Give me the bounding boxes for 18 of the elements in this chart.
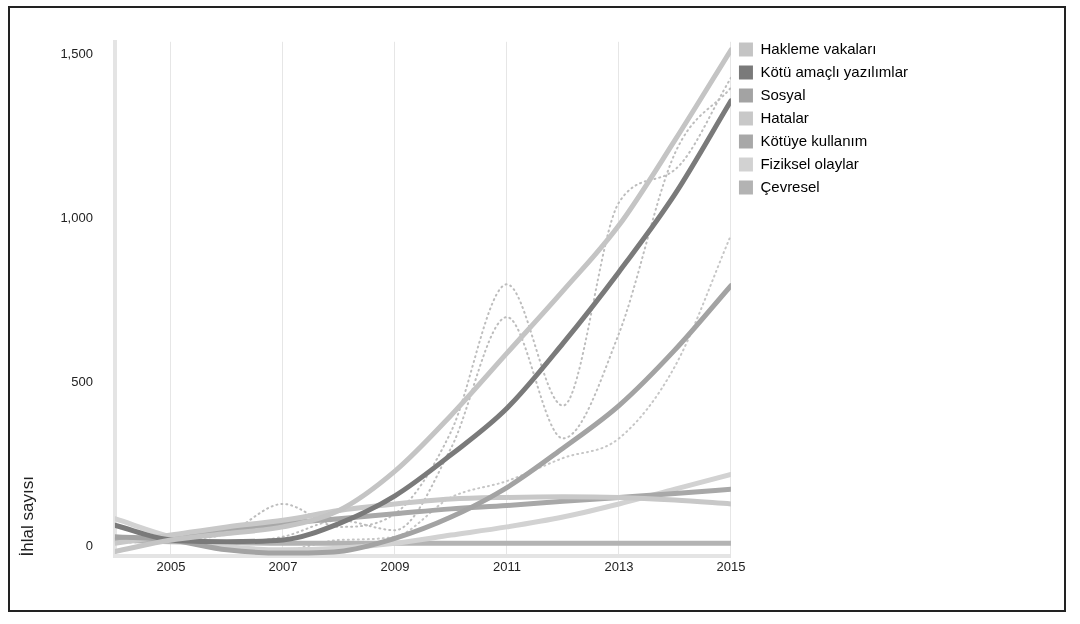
legend-label: Hatalar <box>760 108 809 126</box>
legend-label: Sosyal <box>760 85 806 103</box>
x-tick-label: 2013 <box>604 558 634 574</box>
y-tick-label: 1,000 <box>60 210 93 226</box>
legend-label: Kötü amaçlı yazılımlar <box>760 62 908 80</box>
y-tick-label: 1,500 <box>60 46 93 62</box>
x-tick-label: 2011 <box>492 558 521 574</box>
x-tick-label: 2007 <box>268 558 298 574</box>
legend-label: Kötüye kullanım <box>760 131 868 149</box>
y-axis-title: İhlal sayısı <box>17 476 37 557</box>
y-tick-label: 500 <box>71 374 93 390</box>
legend-label: Fiziksel olaylar <box>760 154 859 172</box>
x-tick-label: 2005 <box>156 558 186 574</box>
x-tick-label: 2009 <box>380 558 410 574</box>
x-tick-label: 2015 <box>716 558 746 574</box>
y-tick-label: 0 <box>85 538 93 554</box>
legend-label: Çevresel <box>760 177 820 195</box>
legend-label: Hakleme vakaları <box>760 39 877 57</box>
